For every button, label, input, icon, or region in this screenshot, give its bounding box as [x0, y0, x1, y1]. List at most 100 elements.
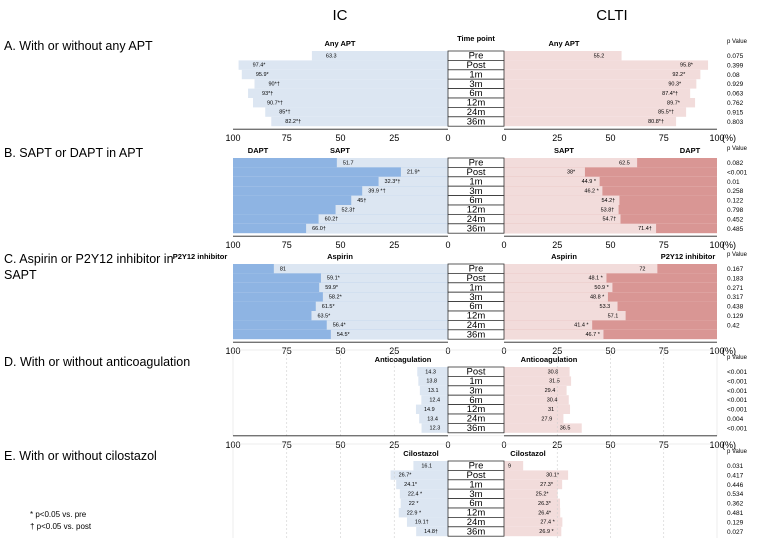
clti-outer-bar [504, 176, 717, 187]
clti-value-label: 48.8 * [590, 295, 605, 301]
clti-bar [504, 301, 618, 311]
ic-bar [400, 167, 448, 177]
clti-bar [504, 116, 677, 127]
ic-value-label: 21.9* [407, 170, 421, 176]
ic-value-label: 63.5* [317, 313, 331, 319]
ic-value-label: 60.2† [325, 217, 339, 223]
clti-bar [504, 264, 658, 274]
p-value: 0.417 [727, 472, 744, 479]
ic-value-label: 16.1 [421, 463, 432, 469]
clti-bar [504, 107, 687, 117]
ic-value-label: 22 * [409, 501, 420, 507]
clti-bar [504, 470, 569, 480]
axis-tick-label: 100 [225, 133, 240, 143]
p-value: 0.803 [727, 119, 744, 126]
time-point-cell [447, 526, 505, 537]
time-point-label: 36m [467, 423, 486, 434]
clti-value-label: 27.4 * [540, 520, 555, 526]
axis-unit-label: (%) [722, 440, 736, 450]
ic-value-label: 13.4 [427, 416, 438, 422]
axis-tick-label: 50 [335, 133, 345, 143]
panel-title: D. With or without anticoagulation [4, 355, 190, 369]
clti-bar [504, 385, 567, 396]
header-clti: CLTI [596, 7, 627, 24]
clti-value-label: 72 [639, 266, 645, 272]
clti-value-label: 27.3* [540, 482, 554, 488]
clti-value-label: 31.5 [549, 379, 560, 385]
ic-outer-series-label: DAPT [248, 146, 269, 155]
p-value: 0.481 [727, 510, 744, 517]
ic-bar [311, 311, 448, 321]
ic-bar [319, 282, 448, 293]
time-point-label: 1m [469, 479, 482, 490]
axis-tick-label: 25 [552, 240, 562, 250]
time-point-cell [447, 329, 505, 340]
ic-inner-series-label: Any APT [325, 39, 356, 48]
ic-outer-bar [233, 167, 448, 177]
clti-value-label: 36.5 [560, 426, 571, 432]
axis-tick-label: 0 [445, 133, 450, 143]
time-point-label: 36m [467, 223, 486, 234]
axis-tick-label: 100 [225, 240, 240, 250]
clti-value-label: 89.7* [667, 100, 681, 106]
p-value: <0.001 [727, 369, 747, 376]
clti-value-label: 80.8*† [648, 119, 664, 125]
clti-outer-series-label: P2Y12 inhibitor [661, 252, 716, 261]
pvalue-header: p Value [727, 252, 748, 258]
axis-tick-label: 25 [389, 133, 399, 143]
ic-value-label: 58.2* [329, 295, 343, 301]
clti-inner-series-label: Any APT [549, 39, 580, 48]
time-point-cell [447, 116, 505, 127]
axis-tick-label: 25 [389, 240, 399, 250]
time-point-label: 1m [469, 376, 482, 387]
p-value: 0.167 [727, 266, 744, 273]
ic-value-label: 14.9 [424, 407, 435, 413]
ic-value-label: 39.9 *† [368, 189, 385, 195]
clti-outer-bar [504, 292, 717, 302]
ic-bar [306, 223, 448, 234]
time-point-label: 24m [467, 107, 486, 118]
p-value: 0.08 [727, 72, 740, 79]
ic-bar [400, 498, 448, 508]
plot-frame [232, 443, 718, 538]
panel-a: A. With or without any APT Time point Any … [4, 34, 748, 143]
clti-bar [504, 517, 563, 527]
clti-outer-bar [504, 186, 717, 196]
ic-bar [326, 320, 448, 330]
ic-value-label: 61.5* [322, 304, 336, 310]
ic-bar [241, 69, 448, 80]
ic-bar [252, 98, 448, 108]
ic-value-label: 63.3 [326, 53, 337, 59]
clti-bar [504, 79, 697, 89]
ic-bar [315, 301, 448, 311]
clti-bar [504, 498, 561, 508]
p-value: 0.031 [727, 463, 744, 470]
clti-bar [504, 292, 608, 302]
time-point-label: 12m [467, 508, 486, 519]
time-point-label: 24m [467, 320, 486, 331]
time-point-label: 24m [467, 414, 486, 425]
ic-bar [419, 385, 448, 396]
axis-tick-label: 0 [501, 440, 506, 450]
panel-title-line: C. Aspirin or P2Y12 inhibitor in [4, 252, 174, 266]
p-value: 0.446 [727, 482, 744, 489]
clti-bar [504, 376, 572, 386]
ic-value-label: 14.3 [425, 369, 436, 375]
panel-title: A. With or without any APT [4, 39, 153, 53]
ic-value-label: 13.1 [428, 388, 439, 394]
time-point-label: Pre [469, 51, 484, 62]
clti-bar [504, 205, 619, 215]
clti-bar [504, 489, 558, 499]
ic-value-label: 54.5* [337, 332, 351, 338]
clti-bar [504, 479, 563, 490]
ic-inner-series-label: Aspirin [327, 252, 353, 261]
ic-bar [336, 158, 448, 168]
ic-bar [421, 395, 448, 405]
time-point-label: 12m [467, 311, 486, 322]
ic-value-label: 81 [280, 266, 286, 272]
clti-value-label: 50.9 * [594, 285, 609, 291]
time-point-label: 12m [467, 98, 486, 109]
axis-tick-label: 75 [659, 240, 669, 250]
clti-value-label: 46.2 * [584, 189, 599, 195]
ic-bar [311, 51, 448, 61]
